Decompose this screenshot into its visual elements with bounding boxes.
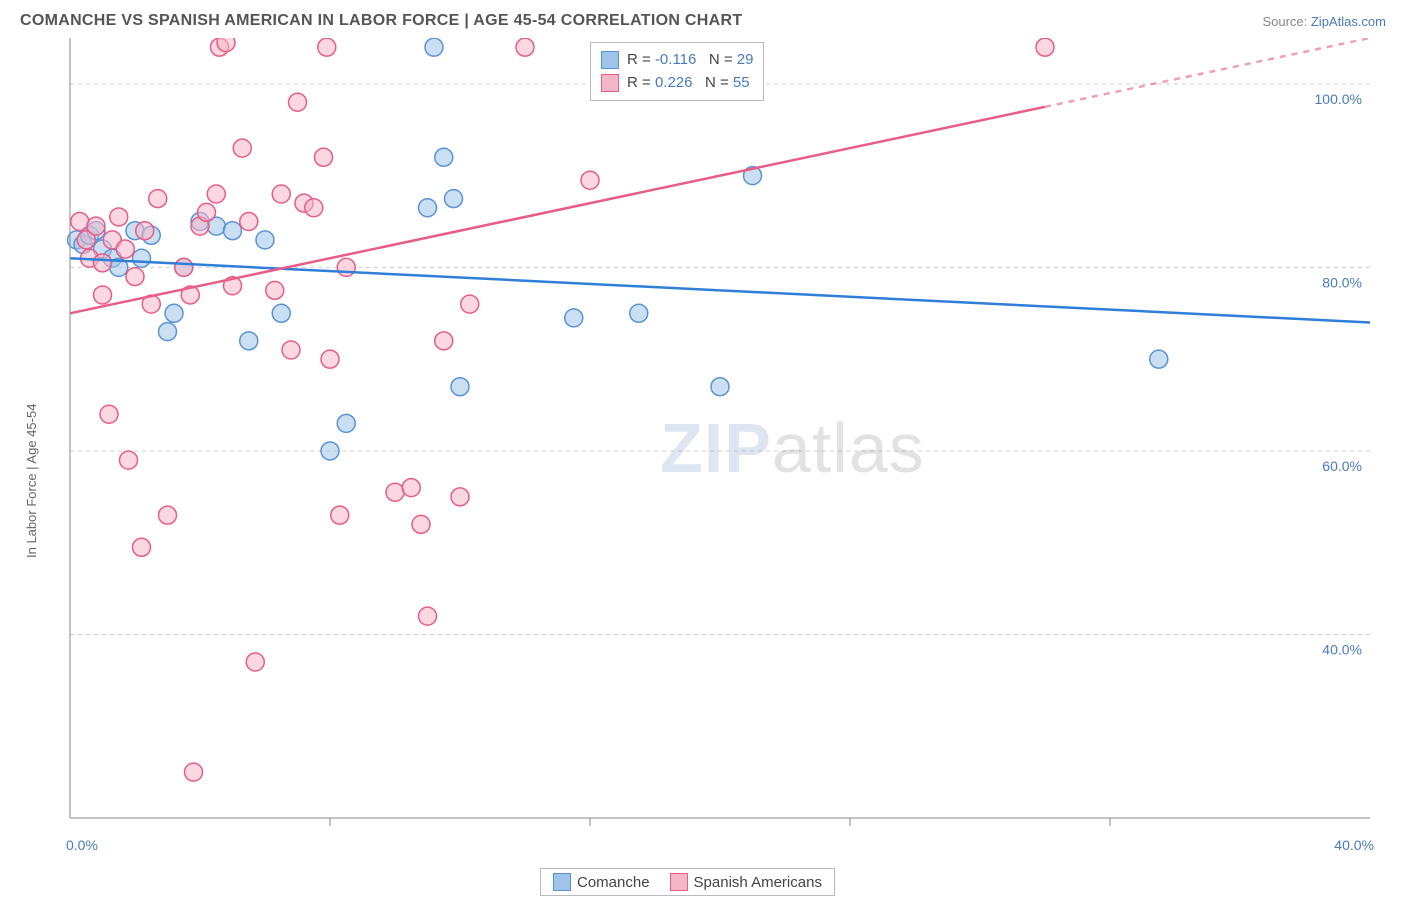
stats-row: R = -0.116 N = 29 [601,49,753,72]
svg-text:60.0%: 60.0% [1322,458,1362,474]
correlation-stats-box: R = -0.116 N = 29R = 0.226 N = 55 [590,42,764,101]
svg-text:40.0%: 40.0% [1322,641,1362,657]
stats-text: R = 0.226 N = 55 [627,72,750,95]
legend-swatch [670,873,688,891]
scatter-chart: 40.0% 60.0% 80.0% 100.0% 0.0% 40.0% [20,38,1386,898]
chart-title: COMANCHE VS SPANISH AMERICAN IN LABOR FO… [20,12,742,30]
chart-header: COMANCHE VS SPANISH AMERICAN IN LABOR FO… [0,0,1406,38]
source-prefix: Source: [1262,14,1310,29]
source-link[interactable]: ZipAtlas.com [1311,14,1386,29]
series-swatch [601,51,619,69]
legend-item: Spanish Americans [670,873,822,891]
svg-text:40.0%: 40.0% [1334,837,1374,853]
source-attribution: Source: ZipAtlas.com [1262,14,1386,29]
legend-swatch [553,873,571,891]
stats-text: R = -0.116 N = 29 [627,49,753,72]
svg-text:0.0%: 0.0% [66,837,98,853]
legend-label: Spanish Americans [694,874,822,891]
svg-text:100.0%: 100.0% [1315,91,1362,107]
legend-item: Comanche [553,873,650,891]
y-axis-label: In Labor Force | Age 45-54 [24,404,39,558]
chart-area: In Labor Force | Age 45-54 40.0% 60.0% 80.… [20,38,1386,898]
series-swatch [601,74,619,92]
legend-label: Comanche [577,874,650,891]
svg-text:80.0%: 80.0% [1322,274,1362,290]
stats-row: R = 0.226 N = 55 [601,72,753,95]
